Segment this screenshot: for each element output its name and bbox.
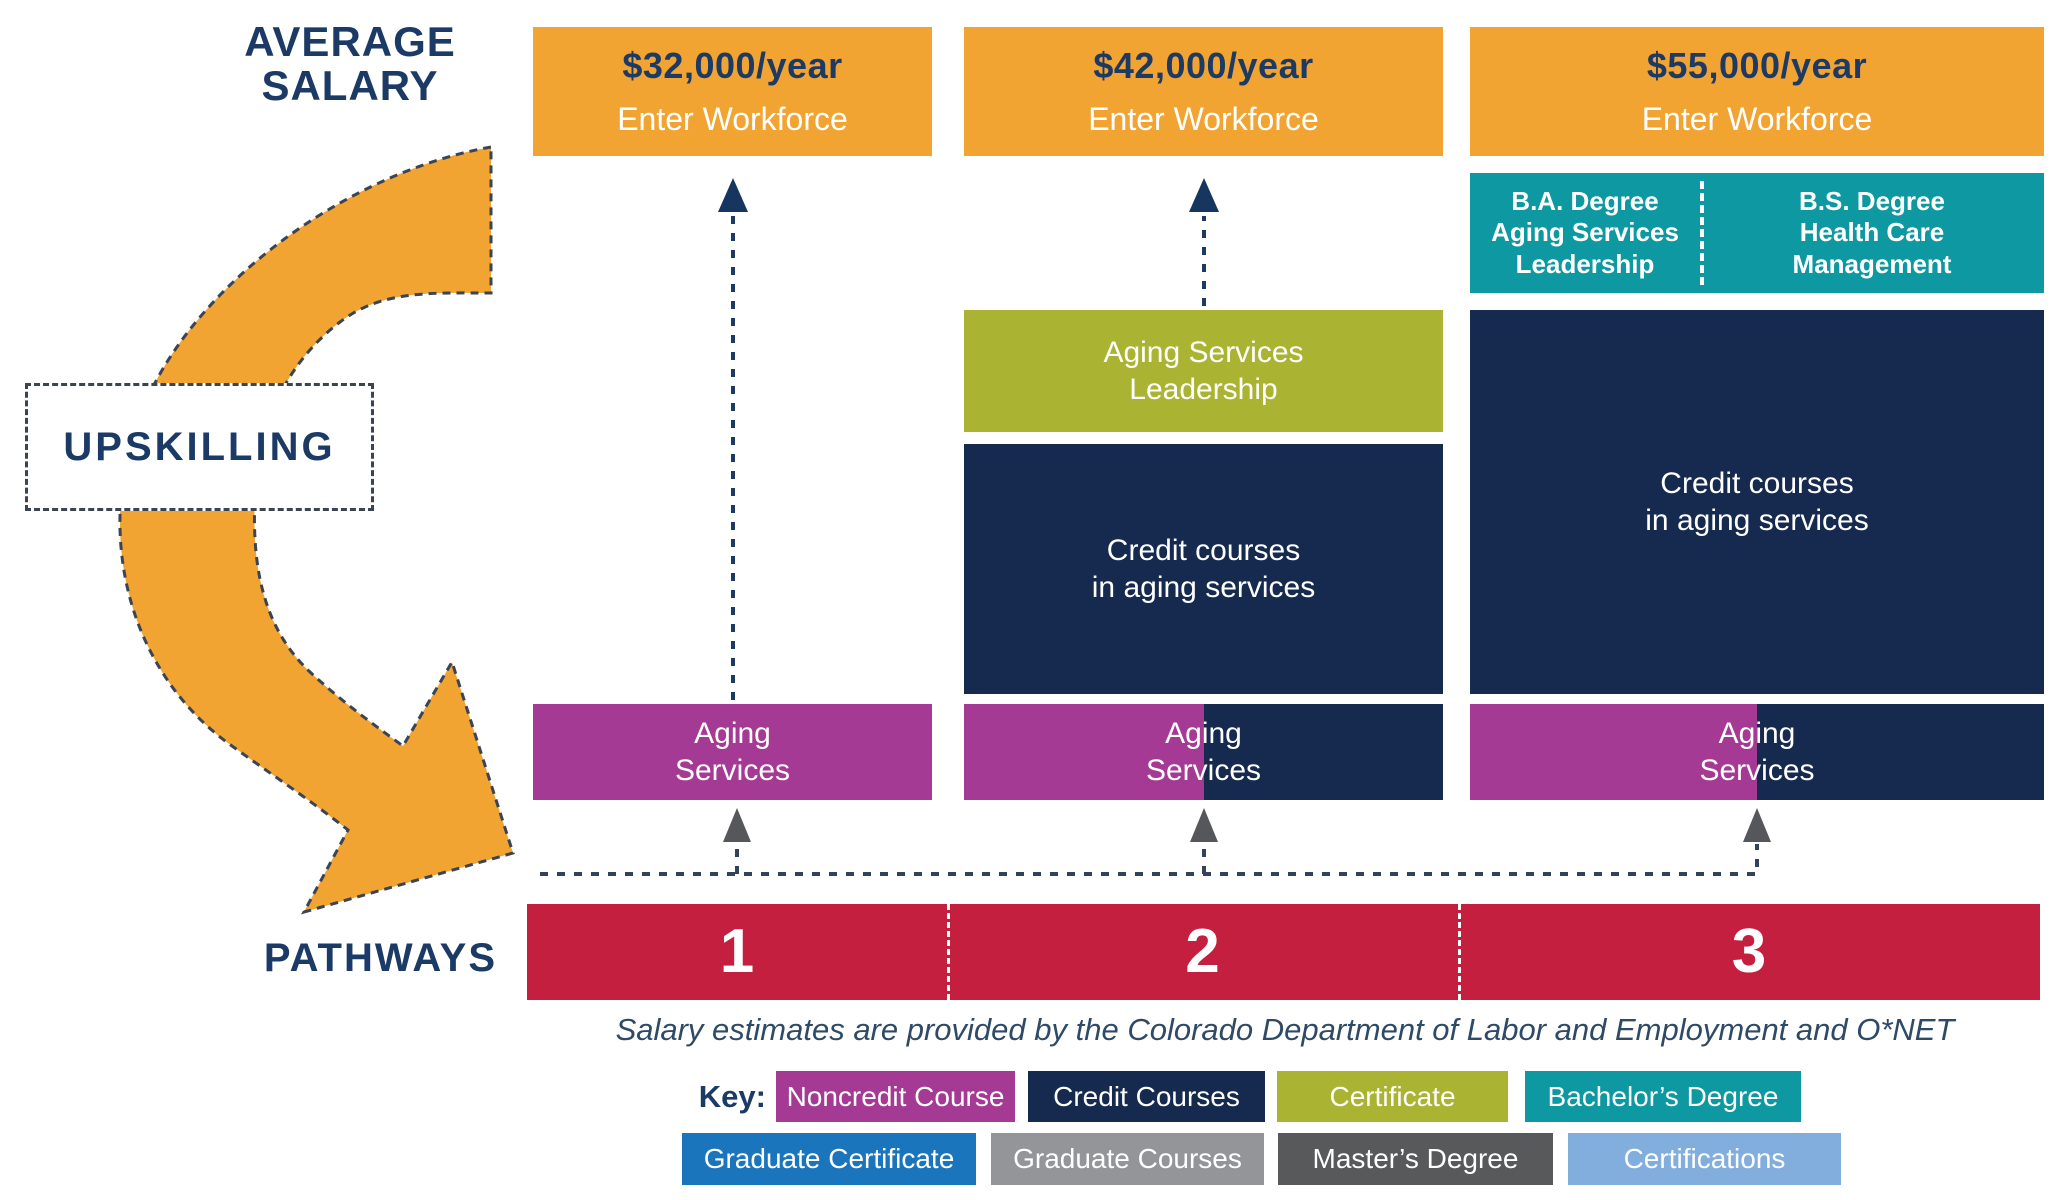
key-graduate-certificate-label: Graduate Certificate bbox=[703, 1143, 955, 1174]
pathway2-number: 2 bbox=[1185, 917, 1220, 986]
pathway2-aging-services-box: Aging Services bbox=[964, 704, 1443, 800]
pathway2-enter-workforce-box: $42,000/year Enter Workforce bbox=[964, 27, 1443, 156]
pathway3-noncredit-label: Aging Services bbox=[1470, 704, 2044, 800]
pathway2-credit-half bbox=[1204, 704, 1443, 800]
pathway3-credit-courses-box: Credit courses in aging services bbox=[1470, 310, 2044, 694]
pathway1-number: 1 bbox=[719, 917, 755, 986]
key-noncredit-course-label: Noncredit Course bbox=[786, 1080, 1005, 1112]
key-bachelors-degree: Bachelor’s Degree bbox=[1525, 1071, 1801, 1122]
key-certificate: Certificate bbox=[1277, 1071, 1508, 1122]
bs-degree-line2: Health Care bbox=[1799, 217, 1945, 248]
ba-degree-box: B.A. Degree Aging Services Leadership bbox=[1470, 186, 1700, 280]
key-graduate-courses-label: Graduate Courses bbox=[1013, 1143, 1242, 1174]
key-label: Key: bbox=[698, 1079, 766, 1114]
pathway2-enter-workforce: Enter Workforce bbox=[1088, 101, 1319, 137]
pathways-bar-divider-2 bbox=[1458, 904, 1461, 1000]
ba-degree-line1: B.A. Degree bbox=[1511, 186, 1659, 217]
upskilling-box: UPSKILLING bbox=[25, 383, 374, 511]
pathway3-gray-arrowhead-icon bbox=[1743, 808, 1771, 842]
key-graduate-certificate: Graduate Certificate bbox=[682, 1133, 976, 1185]
teal-dashed-divider bbox=[1700, 181, 1704, 285]
upskilling-label: UPSKILLING bbox=[63, 424, 336, 469]
key-certifications-label: Certifications bbox=[1623, 1143, 1786, 1174]
pathway3-credit-half bbox=[1757, 704, 2044, 800]
pathways-bar: 1 2 3 bbox=[527, 904, 2040, 1000]
pathway2-credit-courses-box: Credit courses in aging services bbox=[964, 444, 1443, 694]
salary-source-note: Salary estimates are provided by the Col… bbox=[615, 1012, 1955, 1047]
pathway1-aging-services-box: Aging Services bbox=[533, 704, 932, 800]
bottom-connector-dashed-line bbox=[540, 844, 1759, 876]
key-bachelors-degree-label: Bachelor’s Degree bbox=[1547, 1080, 1779, 1112]
key-masters-degree: Master’s Degree bbox=[1278, 1133, 1553, 1185]
pathway1-gray-arrowhead-icon bbox=[723, 808, 751, 842]
pathway2-salary: $42,000/year bbox=[1093, 45, 1314, 86]
certificate-line1: Aging Services bbox=[1103, 335, 1304, 369]
bs-degree-line3: Management bbox=[1792, 248, 1952, 279]
pathway3-salary: $55,000/year bbox=[1646, 45, 1868, 86]
pathway2-credit-line2: in aging services bbox=[1091, 571, 1316, 604]
pathway3-credit-line2: in aging services bbox=[1645, 504, 1869, 537]
average-salary-heading: AVERAGE SALARY bbox=[210, 18, 490, 110]
bs-degree-box: B.S. Degree Health Care Management bbox=[1700, 186, 2044, 280]
pathway3-enter-workforce-box: $55,000/year Enter Workforce bbox=[1470, 27, 2044, 156]
average-salary-line1: AVERAGE bbox=[244, 18, 456, 65]
pathways-bar-divider-1 bbox=[947, 904, 950, 1000]
upskilling-curved-arrow bbox=[118, 145, 515, 915]
pathway1-salary: $32,000/year bbox=[622, 45, 843, 86]
key-credit-courses: Credit Courses bbox=[1028, 1071, 1265, 1122]
pathway2-noncredit-line1: Aging bbox=[1165, 716, 1242, 750]
pathway2-gray-arrowhead-icon bbox=[1190, 808, 1218, 842]
pathway3-aging-services-box: Aging Services bbox=[1470, 704, 2044, 800]
pathway2-noncredit-line2: Services bbox=[1145, 754, 1262, 787]
pathway3-enter-workforce: Enter Workforce bbox=[1641, 101, 1873, 137]
pathway3-noncredit-line2: Services bbox=[1699, 754, 1815, 787]
pathway1-noncredit-line2: Services bbox=[674, 754, 791, 787]
certificate-line2: Leadership bbox=[1129, 373, 1278, 406]
key-certifications: Certifications bbox=[1568, 1133, 1841, 1185]
key-certificate-label: Certificate bbox=[1329, 1080, 1456, 1112]
pathway3-number: 3 bbox=[1731, 917, 1767, 986]
pathway2-certificate-box: Aging Services Leadership bbox=[964, 310, 1443, 432]
key-masters-degree-label: Master’s Degree bbox=[1312, 1143, 1519, 1174]
pathway2-credit-line1: Credit courses bbox=[1106, 533, 1301, 567]
key-graduate-courses: Graduate Courses bbox=[991, 1133, 1264, 1185]
pathway1-noncredit-line1: Aging bbox=[694, 716, 771, 750]
pathway2-noncredit-label: Aging Services bbox=[964, 704, 1443, 800]
ba-degree-line2: Aging Services bbox=[1491, 217, 1679, 248]
pathway2-up-arrowhead-icon bbox=[1189, 178, 1219, 212]
pathway3-credit-line1: Credit courses bbox=[1660, 466, 1854, 500]
average-salary-line2: SALARY bbox=[261, 62, 439, 110]
bs-degree-line1: B.S. Degree bbox=[1799, 186, 1945, 217]
pathways-heading: PATHWAYS bbox=[263, 936, 497, 980]
pathway1-enter-workforce-box: $32,000/year Enter Workforce bbox=[533, 27, 932, 156]
pathway1-enter-workforce: Enter Workforce bbox=[617, 101, 848, 137]
key-credit-courses-label: Credit Courses bbox=[1053, 1080, 1240, 1112]
pathway3-bachelor-degrees-band: B.A. Degree Aging Services Leadership B.… bbox=[1470, 173, 2044, 293]
pathway1-up-arrowhead-icon bbox=[718, 178, 748, 212]
pathway3-noncredit-line1: Aging bbox=[1718, 716, 1796, 750]
ba-degree-line3: Leadership bbox=[1515, 248, 1655, 279]
key-noncredit-course: Noncredit Course bbox=[776, 1071, 1015, 1122]
